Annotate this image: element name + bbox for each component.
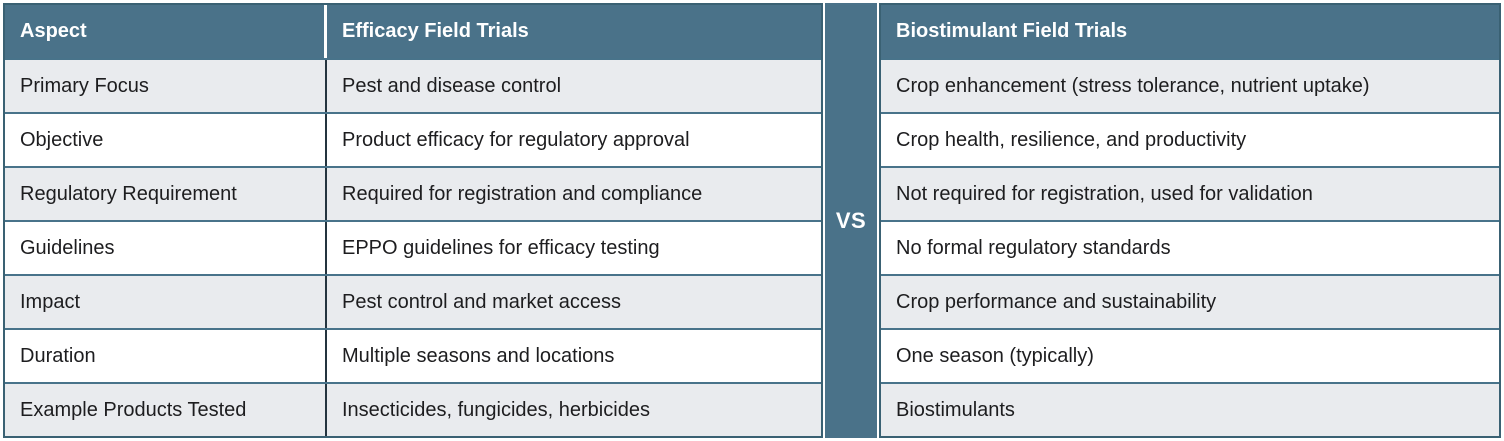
table-row: Crop performance and sustainability [881, 274, 1499, 328]
table-row: No formal regulatory standards [881, 220, 1499, 274]
cell-biostimulant: No formal regulatory standards [896, 236, 1171, 259]
table-row: Impact Pest control and market access [5, 274, 821, 328]
cell-aspect: Duration [5, 330, 327, 382]
cell-aspect: Objective [5, 114, 327, 166]
table-row: Regulatory Requirement Required for regi… [5, 166, 821, 220]
table-row: Biostimulants [881, 382, 1499, 436]
table-row: Example Products Tested Insecticides, fu… [5, 382, 821, 436]
cell-efficacy: Insecticides, fungicides, herbicides [342, 398, 650, 421]
cell-efficacy: Multiple seasons and locations [342, 344, 615, 367]
cell-biostimulant: Crop performance and sustainability [896, 290, 1217, 313]
column-header-aspect: Aspect [5, 5, 327, 58]
cell-biostimulant: Crop health, resilience, and productivit… [896, 128, 1247, 151]
header-row: Aspect Efficacy Field Trials [5, 5, 821, 58]
table-row: Duration Multiple seasons and locations [5, 328, 821, 382]
vs-label: VS [835, 207, 867, 233]
table-row: One season (typically) [881, 328, 1499, 382]
header-row: Biostimulant Field Trials [881, 5, 1499, 58]
cell-aspect: Impact [5, 276, 327, 328]
cell-efficacy: Required for registration and compliance [342, 182, 703, 205]
cell-biostimulant: Biostimulants [896, 398, 1015, 421]
table-row: Primary Focus Pest and disease control [5, 58, 821, 112]
column-header-efficacy: Efficacy Field Trials [342, 20, 529, 42]
cell-aspect: Guidelines [5, 222, 327, 274]
table-row: Not required for registration, used for … [881, 166, 1499, 220]
column-header-biostimulant: Biostimulant Field Trials [896, 20, 1128, 42]
table-row: Crop health, resilience, and productivit… [881, 112, 1499, 166]
efficacy-table: Aspect Efficacy Field Trials Primary Foc… [3, 3, 823, 438]
table-row: Crop enhancement (stress tolerance, nutr… [881, 58, 1499, 112]
cell-aspect: Primary Focus [5, 60, 327, 112]
vs-divider: VS [825, 3, 877, 438]
cell-aspect: Regulatory Requirement [5, 168, 327, 220]
biostimulant-table: Biostimulant Field Trials Crop enhanceme… [879, 3, 1501, 438]
cell-efficacy: Pest control and market access [342, 290, 622, 313]
cell-biostimulant: Not required for registration, used for … [896, 182, 1313, 205]
cell-efficacy: Product efficacy for regulatory approval [342, 128, 690, 151]
cell-aspect: Example Products Tested [5, 384, 327, 436]
cell-biostimulant: One season (typically) [896, 344, 1094, 367]
cell-biostimulant: Crop enhancement (stress tolerance, nutr… [896, 74, 1370, 97]
table-row: Guidelines EPPO guidelines for efficacy … [5, 220, 821, 274]
cell-efficacy: Pest and disease control [342, 74, 562, 97]
table-row: Objective Product efficacy for regulator… [5, 112, 821, 166]
cell-efficacy: EPPO guidelines for efficacy testing [342, 236, 660, 259]
